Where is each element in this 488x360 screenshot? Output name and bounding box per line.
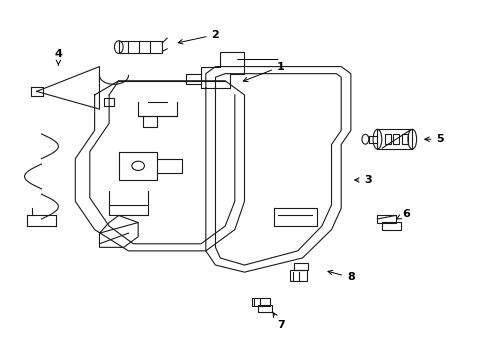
- Bar: [384, 134, 390, 144]
- Bar: [382, 222, 400, 230]
- Text: 4: 4: [54, 49, 62, 65]
- Bar: [251, 298, 269, 306]
- Bar: [377, 215, 395, 223]
- Bar: [401, 134, 407, 144]
- Text: 6: 6: [396, 209, 409, 219]
- Text: 5: 5: [424, 134, 443, 144]
- Bar: [257, 305, 271, 312]
- Text: 2: 2: [178, 30, 219, 44]
- Bar: [393, 134, 398, 144]
- Text: 8: 8: [327, 270, 354, 283]
- Text: 7: 7: [272, 313, 284, 330]
- Text: 1: 1: [243, 62, 284, 82]
- Bar: [290, 270, 307, 281]
- Bar: [377, 129, 411, 149]
- Text: 3: 3: [354, 175, 371, 185]
- Bar: [294, 263, 307, 270]
- Bar: [119, 41, 162, 54]
